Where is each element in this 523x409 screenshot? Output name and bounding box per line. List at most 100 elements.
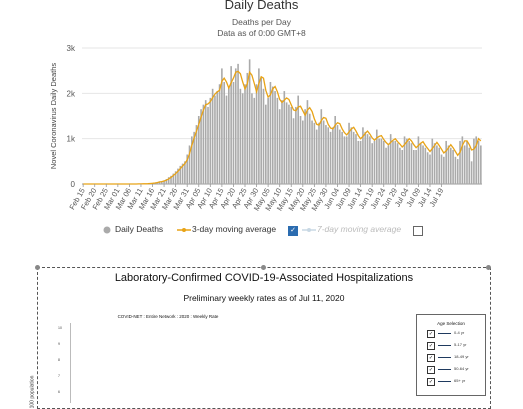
daily-deaths-bar — [251, 93, 253, 184]
daily-deaths-bar — [302, 121, 304, 184]
age-checkbox[interactable]: ✓ — [427, 342, 435, 350]
daily-deaths-bar — [223, 82, 225, 184]
daily-deaths-bar — [253, 98, 255, 184]
legend-3-day-moving-average[interactable]: 3-day moving average — [192, 224, 276, 234]
daily-deaths-bar — [464, 145, 466, 184]
daily-deaths-bar — [443, 157, 445, 184]
resize-handle-top[interactable] — [261, 265, 266, 270]
daily-deaths-bar — [397, 143, 399, 184]
daily-deaths-bar — [267, 98, 269, 184]
y-tick-label: 0 — [71, 180, 76, 189]
panel-y-tick: 10 — [58, 326, 62, 330]
daily-deaths-bar — [351, 127, 353, 184]
daily-deaths-bar — [272, 87, 274, 184]
daily-deaths-bar — [228, 87, 230, 184]
daily-deaths-bar — [207, 107, 209, 184]
daily-deaths-bar — [210, 98, 212, 184]
ma3-checkbox[interactable]: ✓ — [288, 226, 298, 236]
daily-deaths-bar — [226, 96, 228, 184]
daily-deaths-bar — [459, 141, 461, 184]
y-tick-label: 2k — [67, 89, 76, 98]
daily-deaths-bar — [408, 141, 410, 184]
daily-deaths-bar — [364, 132, 366, 184]
daily-deaths-bar — [219, 84, 221, 184]
daily-deaths-bar — [293, 118, 295, 184]
daily-deaths-bar — [274, 91, 276, 184]
age-label: 18-49 yr — [454, 354, 469, 359]
age-series-line — [438, 357, 451, 358]
y-tick-label: 3k — [67, 44, 76, 53]
daily-deaths-bar — [344, 136, 346, 184]
panel-y-tick: 9 — [58, 342, 60, 346]
daily-deaths-bar — [385, 148, 387, 184]
daily-deaths-bar — [473, 139, 475, 184]
daily-deaths-bar — [295, 107, 297, 184]
daily-deaths-bar — [311, 121, 313, 184]
daily-deaths-bar — [263, 89, 265, 184]
daily-deaths-bar — [205, 100, 207, 184]
ma3-legend-marker — [177, 226, 191, 234]
age-checkbox[interactable]: ✓ — [427, 378, 435, 386]
daily-deaths-bar — [330, 132, 332, 184]
daily-deaths-bar — [383, 141, 385, 184]
daily-deaths-bar — [288, 105, 290, 184]
age-label: 50-64 yr — [454, 366, 469, 371]
daily-deaths-bar — [431, 139, 433, 184]
daily-deaths-bar — [240, 89, 242, 184]
daily-deaths-bar — [214, 96, 216, 184]
panel-y-axis-label: 100 population — [29, 376, 35, 409]
daily-deaths-bar — [341, 132, 343, 184]
daily-deaths-bar — [471, 161, 473, 184]
age-checkbox[interactable]: ✓ — [427, 366, 435, 374]
age-checkbox[interactable]: ✓ — [427, 330, 435, 338]
age-series-line — [438, 369, 451, 370]
daily-deaths-bar — [392, 141, 394, 184]
daily-deaths-bar — [237, 64, 239, 184]
daily-deaths-bar — [448, 145, 450, 184]
daily-deaths-bar — [420, 143, 422, 184]
daily-deaths-bar — [452, 150, 454, 184]
age-selection-title: Age Selection — [417, 321, 485, 326]
resize-handle-top-right[interactable] — [486, 265, 491, 270]
daily-deaths-bar — [438, 148, 440, 184]
daily-deaths-bar — [455, 157, 457, 184]
daily-deaths-bar — [260, 77, 262, 184]
panel-subtitle: Preliminary weekly rates as of Jul 11, 2… — [38, 293, 490, 303]
daily-deaths-bar — [415, 150, 417, 184]
daily-deaths-bar — [360, 141, 362, 184]
hospitalization-panel: Laboratory-Confirmed COVID-19-Associated… — [37, 267, 491, 409]
daily-deaths-bar — [445, 141, 447, 184]
legend-7-day-moving-average[interactable]: 7-day moving average — [317, 224, 401, 234]
age-label: 65+ yr — [454, 378, 465, 383]
panel-y-tick: 6 — [58, 390, 60, 394]
age-checkbox[interactable]: ✓ — [427, 354, 435, 362]
daily-deaths-bar — [284, 91, 286, 184]
daily-deaths-bar — [235, 68, 237, 184]
daily-deaths-bar — [353, 132, 355, 184]
age-series-line — [438, 381, 451, 382]
daily-deaths-bar — [425, 148, 427, 184]
daily-deaths-bar — [371, 143, 373, 184]
daily-deaths-bar — [247, 73, 249, 184]
legend-daily-deaths[interactable]: Daily Deaths — [115, 224, 163, 234]
daily-deaths-bar — [256, 84, 258, 184]
age-label: 0-4 yr — [454, 330, 464, 335]
daily-deaths-bar — [304, 109, 306, 184]
daily-deaths-bar — [216, 91, 218, 184]
resize-handle-top-left[interactable] — [35, 265, 40, 270]
daily-deaths-bar — [357, 141, 359, 184]
daily-deaths-bar — [233, 82, 235, 184]
daily-deaths-bar — [286, 102, 288, 184]
daily-deaths-bar — [277, 98, 279, 184]
daily-deaths-bar — [314, 123, 316, 184]
panel-y-axis — [70, 323, 71, 403]
daily-deaths-bar — [466, 141, 468, 184]
daily-deaths-bar — [337, 125, 339, 184]
daily-deaths-bar — [309, 114, 311, 184]
daily-deaths-bar — [290, 107, 292, 184]
ma7-checkbox[interactable] — [413, 226, 423, 236]
daily-deaths-bar — [203, 105, 205, 184]
daily-deaths-bar — [401, 150, 403, 184]
daily-deaths-bar — [427, 152, 429, 184]
panel-title: Laboratory-Confirmed COVID-19-Associated… — [38, 272, 490, 284]
